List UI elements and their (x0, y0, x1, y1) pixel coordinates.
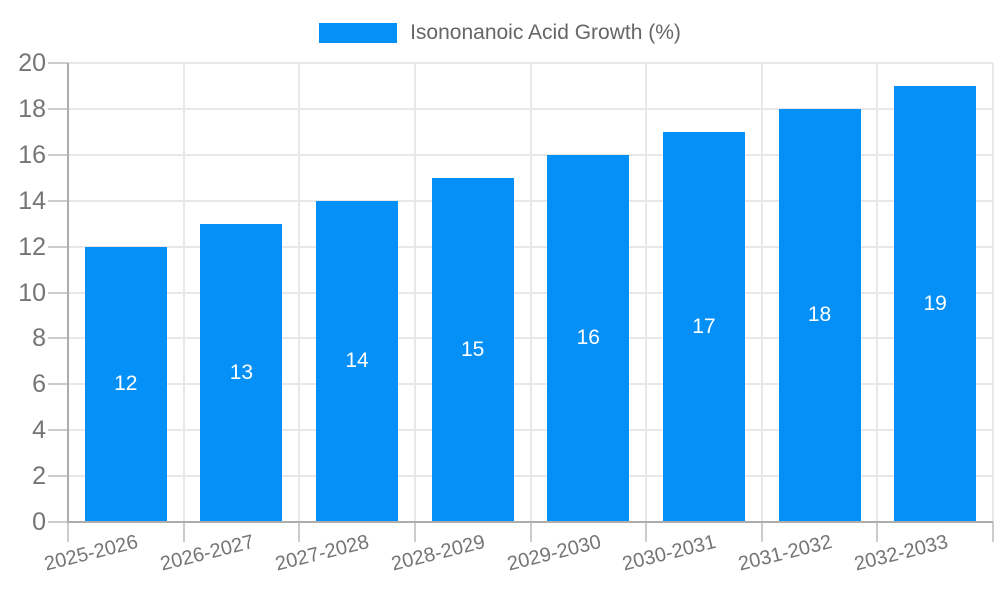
y-axis-label: 18 (18, 95, 46, 123)
x-axis-label-2027-2028: 2027-2028 (273, 530, 372, 576)
y-axis-label: 20 (18, 49, 46, 77)
bar-value-label: 12 (114, 372, 138, 396)
chart-legend[interactable]: Isononanoic Acid Growth (%) (0, 22, 1000, 44)
y-tick-mark (48, 291, 68, 294)
bar-value-label: 18 (807, 303, 832, 327)
y-tick-mark (48, 383, 68, 386)
y-axis-label: 12 (18, 233, 46, 261)
y-tick-mark (48, 337, 68, 340)
bar-2030-2031[interactable] (662, 131, 745, 522)
x-axis-label-2026-2027: 2026-2027 (157, 530, 257, 576)
x-axis-label-2031-2032: 2031-2032 (735, 530, 835, 576)
bar-2027-2028[interactable] (316, 200, 399, 522)
y-axis-label: 2 (32, 462, 46, 490)
bar-value-label: 13 (229, 360, 254, 384)
x-axis-label-2030-2031: 2030-2031 (620, 530, 719, 576)
x-axis-line (67, 521, 993, 523)
x-gridline (413, 63, 416, 522)
x-gridline (760, 63, 763, 522)
y-tick-mark (48, 62, 68, 64)
x-tick-mark (645, 522, 648, 542)
y-axis-label: 14 (18, 187, 46, 215)
y-tick-mark (48, 429, 68, 432)
x-axis-label-2025-2026: 2025-2026 (42, 530, 141, 576)
bar-2029-2030[interactable] (547, 154, 630, 522)
y-tick-mark (48, 107, 68, 110)
x-tick-mark (529, 522, 532, 542)
x-gridline (992, 63, 994, 522)
bar-2031-2032[interactable] (778, 108, 861, 522)
y-tick-mark (48, 521, 68, 523)
y-tick-mark (48, 245, 68, 248)
x-gridline (298, 63, 301, 522)
bar-value-label: 17 (692, 314, 716, 338)
y-axis-label: 8 (32, 324, 46, 352)
x-gridline (182, 63, 185, 522)
bar-value-label: 15 (461, 337, 485, 361)
bar-2025-2026[interactable] (84, 246, 167, 522)
legend-label: Isononanoic Acid Growth (%) (410, 21, 681, 44)
y-axis-line (67, 63, 69, 522)
bar-2028-2029[interactable] (431, 177, 514, 522)
y-tick-mark (48, 475, 68, 478)
y-tick-mark (48, 153, 68, 156)
y-axis-label: 4 (32, 416, 46, 444)
y-axis-label: 10 (18, 279, 46, 307)
x-axis-label-2028-2029: 2028-2029 (389, 530, 488, 576)
x-tick-mark (992, 522, 994, 542)
x-tick-mark (760, 522, 763, 542)
bar-value-label: 19 (923, 291, 947, 315)
x-tick-mark (876, 522, 879, 542)
y-tick-mark (48, 199, 68, 202)
x-gridline (876, 63, 879, 522)
y-axis-label: 16 (18, 141, 46, 169)
x-tick-mark (298, 522, 301, 542)
y-axis-label: 0 (32, 508, 46, 536)
bar-2032-2033[interactable] (894, 85, 977, 522)
x-tick-mark (67, 522, 69, 542)
x-axis-label-2029-2030: 2029-2030 (504, 530, 603, 576)
bar-value-label: 14 (345, 349, 369, 373)
y-axis-label: 6 (32, 370, 46, 398)
x-axis-label-2032-2033: 2032-2033 (851, 530, 950, 576)
bar-2026-2027[interactable] (200, 223, 283, 522)
bar-value-label: 16 (576, 326, 600, 350)
x-tick-mark (182, 522, 185, 542)
x-gridline (529, 63, 532, 522)
x-gridline (645, 63, 648, 522)
x-tick-mark (413, 522, 416, 542)
legend-swatch-icon (319, 23, 398, 43)
